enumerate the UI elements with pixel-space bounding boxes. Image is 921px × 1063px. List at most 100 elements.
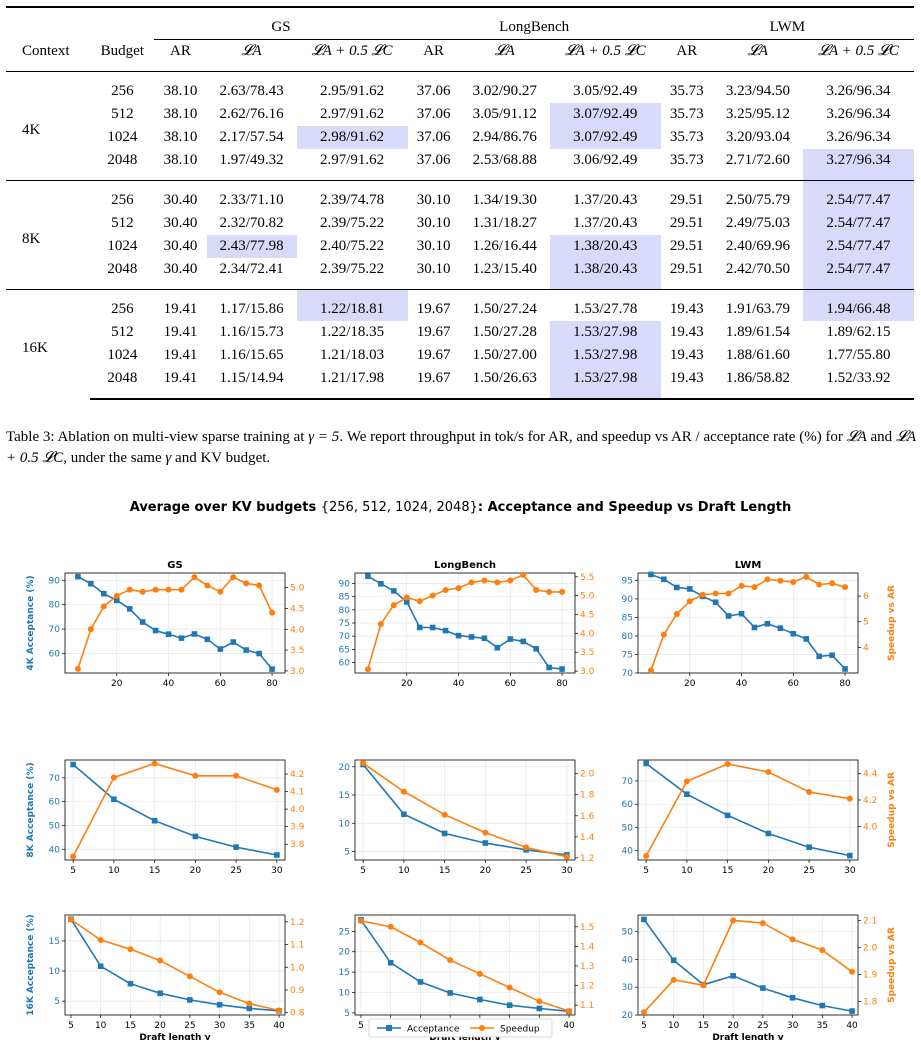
speedup-point [441, 811, 448, 818]
axes-frame [637, 759, 859, 861]
x-tick-label: 80 [839, 679, 851, 689]
data-cell: 19.41 [154, 289, 207, 321]
data-cell: 19.43 [669, 347, 704, 363]
data-cell: 2.54/77.47 [802, 258, 914, 290]
y2-tick-label: 3.0 [290, 667, 305, 677]
x-tick-label: 60 [505, 679, 517, 689]
speedup-point [126, 586, 133, 593]
y-tick-label: 60 [622, 800, 634, 810]
acceptance-point [481, 635, 488, 642]
data-cell: 19.41 [163, 324, 198, 340]
table-row: 512 30.40 2.32/70.82 2.39/75.22 30.10 1.31/18… [6, 212, 914, 235]
y2-tick-label: 3.9 [290, 823, 305, 833]
x-tick-label: 10 [668, 1021, 680, 1031]
acceptance-point [416, 624, 423, 631]
speedup-point [806, 789, 813, 795]
column-header: AR [423, 43, 445, 59]
speedup-point [256, 582, 263, 589]
speedup-point [204, 582, 211, 589]
table-row: 512 19.41 1.16/15.73 1.22/18.35 19.67 1.50/27… [6, 321, 914, 344]
blank-cell [90, 6, 155, 40]
figure-title-part: : Acceptance and Speedup vs Draft Length [477, 500, 792, 515]
acceptance-line [72, 763, 278, 856]
x-axis-label: Draft length γ [712, 1033, 783, 1040]
x-tick-label: 15 [149, 866, 160, 876]
data-cell: 256 [90, 289, 155, 321]
x-tick-label: 35 [817, 1021, 828, 1031]
y2-tick-label: 1.2 [290, 918, 304, 928]
data-cell: 2.94/86.76 [472, 129, 537, 145]
legend-frame [368, 1018, 553, 1038]
speedup-point [764, 576, 771, 583]
speedup-point [377, 620, 384, 627]
chart-panel-4: 5 10 15 20 25 30 40 50 60 70 3.8 3.9 4.0 4.1 4.2 8K Acc… [26, 759, 305, 876]
acceptance-point [447, 990, 453, 996]
speedup-point [846, 795, 853, 802]
column-header: AR [676, 43, 698, 59]
speedup-point [765, 769, 772, 775]
y-axis-label: 16K Acceptance (%) [26, 914, 36, 1015]
speedup-point [506, 984, 513, 991]
speedup-point [673, 611, 680, 618]
speedup-point [842, 584, 849, 591]
speedup-point [482, 829, 489, 836]
figure-title: Average over KV budgets {256, 512, 1024,… [0, 500, 921, 515]
chart-panel-9: 5 10 15 20 25 30 35 40 20 30 40 50 1.8 1.9 2.0 2.1 Speed… [622, 914, 897, 1040]
acceptance-point [641, 916, 647, 923]
y2-tick-label: 1.9 [863, 970, 878, 980]
speedup-point [447, 957, 454, 964]
speedup-point [357, 917, 364, 924]
data-cell: 3.25/95.12 [725, 106, 790, 122]
y-tick-label: 90 [49, 576, 61, 586]
y2-tick-label: 1.1 [580, 1001, 594, 1011]
data-cell: 35.73 [669, 152, 704, 168]
acceptance-point [126, 606, 133, 612]
y2-axis-label: Speedup vs AR [887, 772, 897, 848]
data-cell: 37.06 [407, 71, 460, 103]
speedup-point [819, 947, 826, 954]
data-cell: 30.10 [407, 180, 460, 212]
acceptance-point [113, 597, 120, 604]
speedup-point [712, 590, 719, 597]
data-cell: 19.67 [407, 367, 460, 400]
data-cell: 2.54/77.47 [802, 235, 914, 258]
x-tick-label: 20 [190, 866, 202, 876]
data-cell: 3.07/92.49 [549, 126, 661, 149]
y2-tick-label: 1.8 [863, 997, 878, 1007]
data-cell: 2.33/71.10 [206, 180, 297, 212]
acceptance-point [401, 811, 407, 818]
speedup-point [139, 588, 146, 595]
acceptance-point [806, 844, 812, 851]
acceptance-point [738, 610, 745, 617]
acceptance-point [216, 1001, 223, 1008]
data-cell: 35.73 [669, 106, 704, 122]
chart-panel-6: 5 10 15 20 25 30 40 50 60 70 4.0 4.2 4.4 Speedup vs A… [622, 759, 897, 876]
acceptance-point [230, 639, 237, 645]
caption-text: and KV budget. [171, 450, 271, 466]
y2-tick-label: 1.1 [290, 941, 304, 951]
data-cell: 38.10 [154, 71, 207, 103]
speedup-point [360, 760, 367, 767]
y-tick-label: 50 [49, 821, 61, 831]
y2-tick-label: 5.5 [580, 573, 594, 583]
speedup-point [455, 585, 462, 592]
caption-text: Table 3: Ablation on multi-view sparse t… [6, 429, 309, 445]
data-cell: 1.31/18.27 [472, 215, 537, 231]
speedup-point [507, 577, 514, 584]
y-tick-label: 70 [622, 669, 634, 679]
x-tick-label: 15 [439, 866, 450, 876]
acceptance-point [88, 580, 94, 587]
data-cell: 512 [111, 324, 134, 340]
y2-tick-label: 1.8 [580, 791, 595, 801]
legend-acceptance-label: Acceptance [407, 1025, 460, 1035]
data-cell: 1.17/15.86 [206, 289, 297, 321]
speedup-point [643, 853, 650, 859]
data-cell: 2.53/68.88 [472, 152, 537, 168]
y2-tick-label: 5.0 [290, 584, 305, 594]
table-caption: Table 3: Ablation on multi-view sparse t… [6, 427, 918, 469]
chart-panel-7: 5 10 15 20 25 30 35 40 5 10 15 0.8 0.9 1.0 1.1 1.2 16K A… [26, 914, 305, 1040]
axes-frame [64, 572, 286, 674]
axes-frame [637, 572, 859, 674]
acceptance-point [187, 997, 193, 1003]
speedup-line [77, 576, 273, 670]
